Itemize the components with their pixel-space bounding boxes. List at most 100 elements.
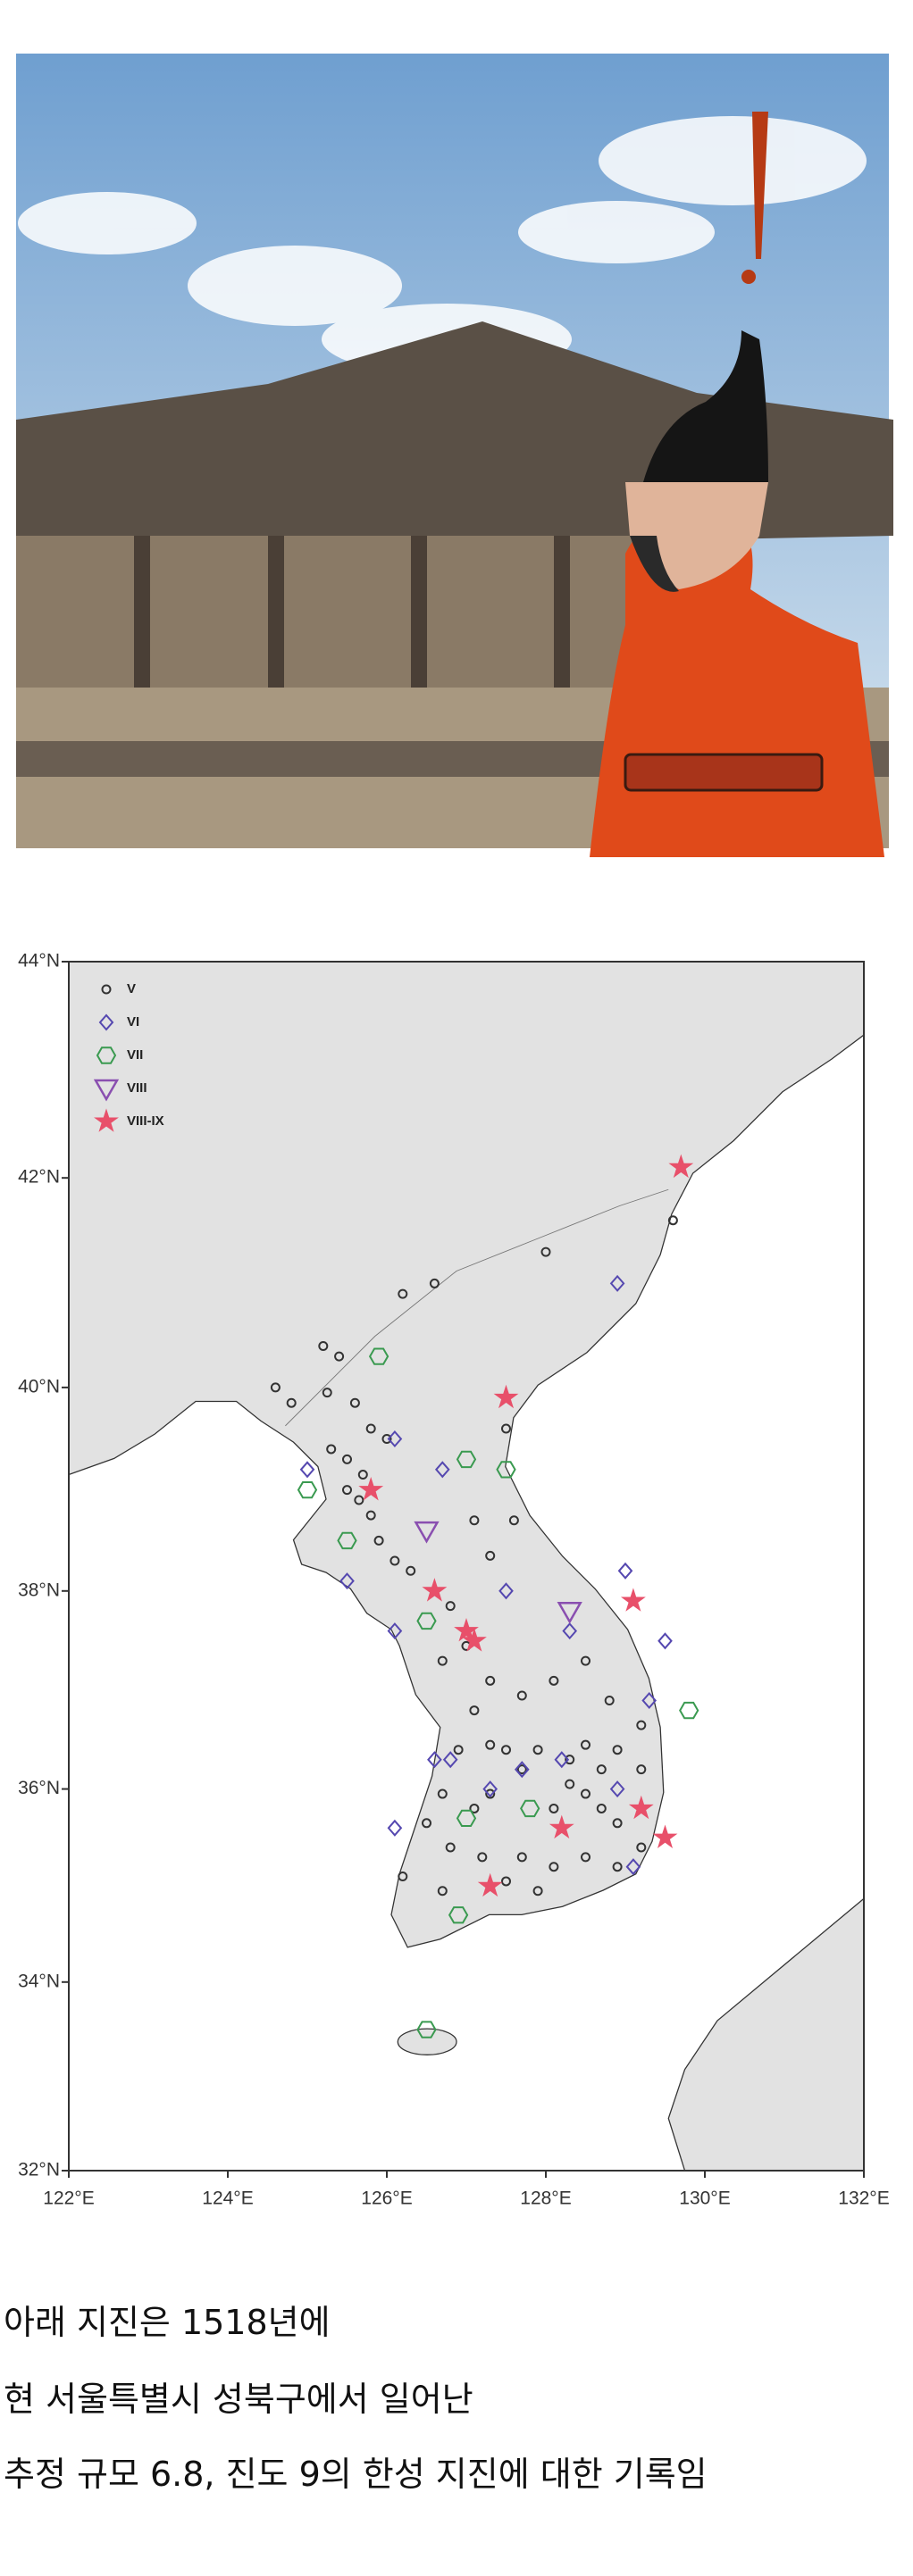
point <box>461 1628 487 1652</box>
point <box>437 1655 448 1666</box>
point <box>496 1461 516 1479</box>
point <box>398 1288 408 1299</box>
point <box>318 1341 329 1352</box>
point <box>342 1485 352 1496</box>
point <box>469 1515 480 1526</box>
point <box>612 1862 623 1872</box>
x-tick-label: 128°E <box>520 2188 571 2209</box>
legend-label: VIII-IX <box>127 1113 164 1129</box>
point <box>658 1632 673 1650</box>
illustration <box>16 54 893 857</box>
point <box>617 1562 633 1580</box>
point <box>540 1246 551 1257</box>
point <box>498 1582 514 1600</box>
belt <box>624 753 824 792</box>
point <box>581 1788 591 1799</box>
point <box>368 1347 389 1365</box>
legend-label: V <box>127 981 136 996</box>
caption-line: 현 서울특별시 성북구에서 일어난 <box>4 2380 473 2419</box>
point <box>389 1555 400 1566</box>
point <box>581 1852 591 1863</box>
point <box>612 1818 623 1829</box>
point <box>557 1601 582 1624</box>
point <box>625 1858 641 1876</box>
frame <box>68 961 865 2172</box>
caption-line: 추정 규모 6.8, 진도 9의 한성 지진에 대한 기록임 <box>4 2455 708 2494</box>
point <box>549 1862 559 1872</box>
point <box>456 1809 477 1827</box>
point <box>532 1745 543 1755</box>
hat <box>643 330 768 482</box>
point <box>322 1388 332 1398</box>
point <box>652 1824 678 1849</box>
y-tick-label: 34°N <box>18 1971 60 1991</box>
point <box>416 1612 437 1630</box>
point <box>514 1761 530 1779</box>
building <box>16 536 659 688</box>
point <box>448 1906 469 1924</box>
point <box>339 1572 355 1590</box>
point <box>549 1803 559 1813</box>
point <box>667 1215 678 1226</box>
point <box>596 1803 607 1813</box>
point <box>365 1510 376 1521</box>
point <box>477 1852 488 1863</box>
legend-swatch <box>94 1108 119 1132</box>
point <box>454 1617 479 1642</box>
point <box>604 1696 615 1706</box>
point <box>636 1842 647 1853</box>
point <box>532 1886 543 1897</box>
point <box>297 1481 318 1499</box>
point <box>482 1780 498 1798</box>
point <box>565 1779 575 1789</box>
point <box>349 1397 360 1408</box>
point <box>641 1691 658 1710</box>
point <box>365 1423 376 1434</box>
point <box>516 1690 527 1701</box>
point <box>437 1788 448 1799</box>
pillars <box>134 536 570 688</box>
point <box>373 1535 384 1546</box>
point <box>628 1795 654 1820</box>
caption-line: 아래 지진은 1518년에 <box>4 2303 331 2342</box>
point <box>429 1278 440 1288</box>
point <box>357 1470 368 1480</box>
y-tick-label: 40°N <box>18 1376 60 1396</box>
point <box>427 1751 442 1769</box>
x-tick-label: 126°E <box>361 2188 412 2209</box>
point <box>501 1745 511 1755</box>
point <box>469 1705 480 1716</box>
exclamation <box>752 112 768 259</box>
point <box>620 1588 646 1612</box>
point <box>581 1739 591 1750</box>
point <box>437 1886 448 1897</box>
point <box>508 1515 519 1526</box>
point <box>354 1495 364 1505</box>
point <box>337 1531 357 1550</box>
point <box>549 1675 559 1686</box>
point <box>501 1876 511 1887</box>
point <box>387 1622 403 1640</box>
y-tick-label: 44°N <box>18 951 60 971</box>
point <box>358 1476 384 1501</box>
legend-label: VI <box>127 1014 139 1030</box>
point <box>299 1461 315 1479</box>
point <box>406 1565 416 1576</box>
y-tick-label: 42°N <box>18 1167 60 1188</box>
beard <box>630 536 679 592</box>
point <box>565 1755 575 1765</box>
point <box>493 1384 519 1409</box>
legend-label: VIII <box>127 1080 147 1096</box>
point <box>679 1701 699 1720</box>
point <box>387 1430 403 1448</box>
point <box>422 1578 448 1602</box>
point <box>477 1872 503 1897</box>
point <box>326 1444 337 1455</box>
x-tick-label: 132°E <box>838 2188 889 2209</box>
point <box>422 1818 431 1829</box>
point <box>516 1764 527 1775</box>
point <box>434 1461 450 1479</box>
point <box>342 1454 352 1464</box>
point <box>286 1397 297 1408</box>
y-tick-label: 38°N <box>18 1580 60 1600</box>
